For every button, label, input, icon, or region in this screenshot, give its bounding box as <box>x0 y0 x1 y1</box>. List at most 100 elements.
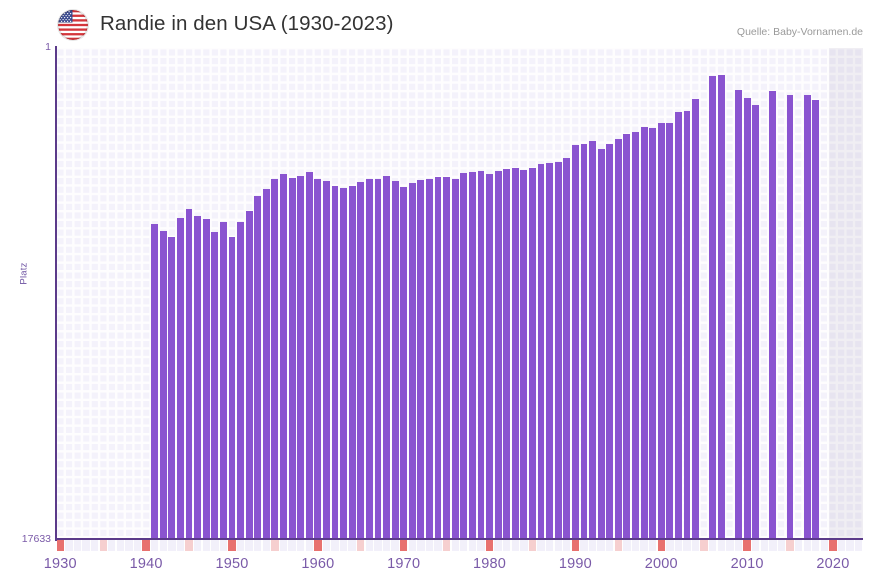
bar <box>177 217 184 539</box>
bar <box>554 162 562 539</box>
bar <box>211 231 219 539</box>
bar <box>674 112 682 539</box>
decade-marker-cell <box>511 540 519 551</box>
bar <box>597 148 605 539</box>
decade-marker-cell <box>382 540 391 551</box>
decade-marker-cell <box>279 540 288 551</box>
bar <box>185 208 193 539</box>
decade-marker-cell <box>99 540 107 551</box>
decade-marker-cell <box>709 540 717 551</box>
bar <box>486 174 493 539</box>
y-axis-tick-top: 1 <box>45 41 51 53</box>
decade-marker-cell <box>837 540 846 551</box>
bar <box>623 134 631 539</box>
decade-marker-cell <box>125 540 133 551</box>
bar <box>460 173 468 539</box>
y-axis-line <box>55 46 57 541</box>
bar <box>159 230 167 539</box>
decade-marker-cell <box>193 540 202 551</box>
bar <box>271 179 279 539</box>
decade-marker-cell <box>545 540 554 551</box>
decade-marker-cell <box>296 540 305 551</box>
decade-marker-cell <box>648 540 657 551</box>
bar <box>468 172 476 539</box>
bar <box>529 167 536 539</box>
bar <box>735 89 742 539</box>
bar <box>237 222 244 539</box>
decade-marker-cell <box>751 540 760 551</box>
decade-marker-cell <box>503 540 511 551</box>
decade-marker-cell <box>657 540 665 551</box>
bar <box>348 185 356 539</box>
decade-marker-cell <box>219 540 228 551</box>
decade-marker-cell <box>202 540 210 551</box>
bar <box>383 175 390 539</box>
bar <box>280 173 287 539</box>
decade-marker-cell <box>674 540 683 551</box>
decade-marker-cell <box>374 540 382 551</box>
bar <box>245 211 253 539</box>
decade-marker-cell <box>322 540 331 551</box>
bar <box>305 172 313 539</box>
bar <box>219 222 227 539</box>
bar <box>812 99 820 539</box>
x-axis-tick-label: 2010 <box>730 556 764 572</box>
bar <box>194 215 202 539</box>
plot-area <box>56 48 863 539</box>
decade-marker-cell <box>468 540 477 551</box>
decade-marker-cell <box>288 540 296 551</box>
bar <box>331 185 339 539</box>
bar <box>649 127 657 539</box>
y-axis-title: Platz <box>18 262 30 285</box>
decade-marker-cell <box>537 540 545 551</box>
bar <box>657 123 665 539</box>
source-credit: Quelle: Baby-Vornamen.de <box>736 26 863 38</box>
decade-marker-cell <box>90 540 99 551</box>
bar <box>434 176 442 539</box>
x-axis-line <box>56 538 863 540</box>
x-axis-tick-label: 1930 <box>43 556 77 572</box>
bar <box>314 178 322 539</box>
bar <box>477 171 485 539</box>
decade-marker-cell <box>683 540 691 551</box>
decade-marker-cell <box>73 540 82 551</box>
decade-marker-cell <box>631 540 640 551</box>
bar <box>323 181 330 539</box>
bar <box>340 187 348 539</box>
x-axis-tick-label: 1950 <box>215 556 249 572</box>
decade-marker-cell <box>597 540 605 551</box>
bar <box>640 126 648 539</box>
decade-marker-cell <box>580 540 588 551</box>
bar <box>632 131 639 539</box>
decade-marker-cell <box>262 540 270 551</box>
decade-marker-cell <box>151 540 159 551</box>
x-axis-tick-label: 2000 <box>644 556 678 572</box>
decade-marker-cell <box>769 540 777 551</box>
bar <box>503 168 511 539</box>
decade-marker-cell <box>168 540 176 551</box>
decade-marker-cell <box>236 540 245 551</box>
bar <box>374 178 382 539</box>
decade-marker-cell <box>743 540 751 551</box>
decade-marker-cell <box>271 540 279 551</box>
decade-marker-cell <box>846 540 854 551</box>
decade-marker-cell <box>176 540 185 551</box>
bar <box>580 144 588 539</box>
no-data-shade-region <box>828 48 863 539</box>
decade-marker-cell <box>691 540 700 551</box>
decade-marker-cell <box>829 540 837 551</box>
bar <box>357 182 365 539</box>
bar <box>683 110 691 539</box>
decade-marker-cell <box>760 540 768 551</box>
decade-marker-cell <box>417 540 425 551</box>
bar <box>408 183 416 539</box>
bar <box>589 140 596 539</box>
bar <box>537 164 545 539</box>
decade-marker-cell <box>133 540 142 551</box>
decade-marker-cell <box>726 540 734 551</box>
bar <box>692 98 700 539</box>
decade-marker-cell <box>855 540 863 551</box>
x-axis-tick-label: 2020 <box>816 556 850 572</box>
bar <box>666 123 674 539</box>
decade-marker-cell <box>211 540 219 551</box>
